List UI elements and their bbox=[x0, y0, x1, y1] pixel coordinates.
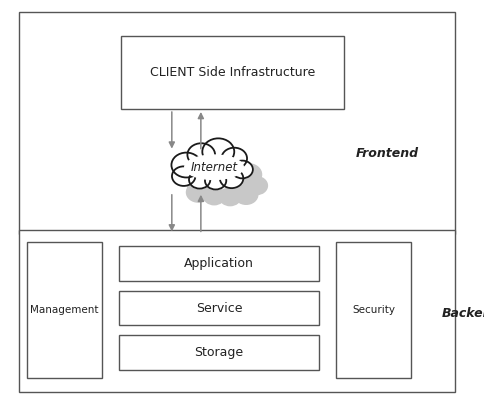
FancyBboxPatch shape bbox=[19, 230, 455, 392]
FancyBboxPatch shape bbox=[119, 335, 319, 370]
Circle shape bbox=[220, 168, 243, 188]
Text: Service: Service bbox=[196, 301, 242, 315]
Circle shape bbox=[171, 153, 201, 177]
Circle shape bbox=[217, 155, 249, 181]
Circle shape bbox=[236, 164, 261, 185]
Circle shape bbox=[232, 161, 253, 179]
Text: Management: Management bbox=[30, 305, 98, 315]
Circle shape bbox=[222, 148, 247, 169]
Circle shape bbox=[186, 169, 216, 194]
Circle shape bbox=[246, 177, 268, 195]
Text: Security: Security bbox=[352, 305, 395, 315]
Text: Application: Application bbox=[184, 257, 254, 270]
Text: Internet: Internet bbox=[191, 161, 238, 174]
Circle shape bbox=[220, 188, 241, 206]
FancyBboxPatch shape bbox=[119, 246, 319, 281]
Circle shape bbox=[187, 143, 215, 166]
Circle shape bbox=[186, 183, 210, 202]
Circle shape bbox=[189, 171, 210, 189]
Circle shape bbox=[234, 185, 258, 204]
FancyBboxPatch shape bbox=[336, 242, 411, 378]
Text: Storage: Storage bbox=[195, 346, 243, 359]
FancyBboxPatch shape bbox=[119, 291, 319, 325]
Circle shape bbox=[172, 166, 196, 186]
Circle shape bbox=[202, 160, 229, 183]
FancyBboxPatch shape bbox=[19, 12, 455, 234]
Text: CLIENT Side Infrastructure: CLIENT Side Infrastructure bbox=[150, 66, 315, 79]
FancyBboxPatch shape bbox=[121, 36, 344, 109]
Text: Frontend: Frontend bbox=[356, 147, 419, 160]
Circle shape bbox=[205, 172, 227, 189]
Ellipse shape bbox=[185, 155, 243, 179]
Circle shape bbox=[202, 138, 234, 165]
Circle shape bbox=[204, 187, 225, 205]
Text: Backend: Backend bbox=[442, 307, 484, 320]
FancyBboxPatch shape bbox=[27, 242, 102, 378]
